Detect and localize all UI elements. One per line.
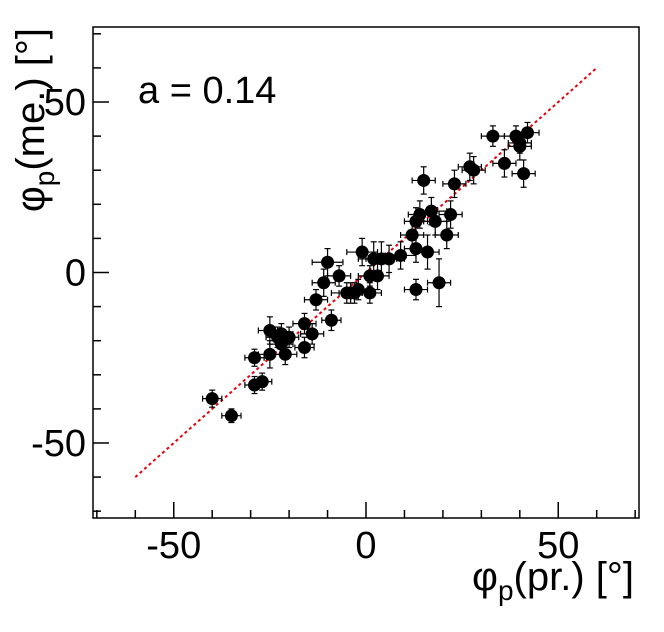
- point-marker: [417, 173, 431, 187]
- data-point: [426, 258, 452, 308]
- x-axis-title-symbol: φ: [472, 555, 498, 599]
- data-point: [438, 200, 463, 229]
- point-marker: [432, 276, 446, 290]
- point-marker: [309, 293, 323, 307]
- point-marker: [413, 208, 427, 222]
- point-marker: [447, 177, 461, 191]
- point-marker: [520, 126, 534, 140]
- data-point: [384, 241, 417, 270]
- point-marker: [282, 330, 296, 344]
- x-axis-title: φp(pr.) [°]: [472, 555, 634, 606]
- y-axis-title-rest: (me.) [°]: [9, 28, 53, 171]
- data-point: [321, 309, 342, 332]
- data-points: [201, 121, 540, 424]
- data-point: [515, 121, 540, 144]
- data-point: [511, 159, 536, 188]
- data-point: [221, 408, 242, 424]
- y-tick-label: 0: [65, 253, 86, 295]
- data-point: [480, 125, 506, 147]
- data-point: [415, 234, 440, 270]
- axis-ticks: [93, 33, 636, 518]
- y-tick-label: 50: [44, 82, 86, 124]
- x-tick-label: -50: [146, 525, 201, 567]
- point-marker: [278, 347, 292, 361]
- point-marker: [467, 163, 481, 177]
- data-point: [461, 155, 486, 185]
- point-marker: [317, 276, 331, 290]
- point-marker: [224, 409, 238, 423]
- point-marker: [321, 255, 335, 269]
- point-marker: [205, 392, 219, 406]
- point-marker: [440, 228, 454, 242]
- tick-labels: -50 0 50 -50 0 50: [31, 82, 579, 567]
- point-marker: [444, 208, 458, 222]
- point-marker: [332, 269, 346, 283]
- data-point: [273, 343, 298, 366]
- y-tick-label: -50: [31, 423, 86, 465]
- point-marker: [297, 341, 311, 355]
- data-point: [303, 288, 329, 311]
- point-marker: [363, 286, 377, 300]
- data-point: [434, 220, 459, 250]
- y-axis-title-symbol: φ: [9, 186, 53, 212]
- point-marker: [382, 252, 396, 266]
- point-marker: [513, 136, 527, 150]
- x-tick-label: 50: [537, 525, 579, 567]
- data-point: [300, 323, 325, 345]
- data-point: [251, 372, 273, 391]
- point-marker: [324, 313, 338, 327]
- data-point: [346, 278, 371, 301]
- point-marker: [247, 351, 261, 365]
- point-marker: [297, 317, 311, 331]
- point-marker: [517, 167, 531, 181]
- data-point: [311, 268, 336, 297]
- x-axis-title-rest: (pr.) [°]: [514, 555, 634, 599]
- point-marker: [394, 248, 408, 262]
- point-marker: [305, 327, 319, 341]
- annotation-text: a = 0.14: [138, 70, 276, 112]
- x-tick-label: 0: [355, 525, 376, 567]
- y-axis-title-subscript: p: [29, 171, 60, 187]
- data-point: [278, 326, 300, 349]
- y-axis-title: φp(me.) [°]: [9, 28, 60, 212]
- point-marker: [486, 129, 500, 143]
- data-point: [403, 278, 429, 301]
- data-point: [201, 389, 223, 408]
- point-marker: [263, 347, 277, 361]
- data-point: [244, 348, 265, 367]
- point-marker: [255, 375, 269, 389]
- point-marker: [428, 214, 442, 228]
- point-marker: [355, 245, 369, 259]
- point-marker: [497, 156, 511, 170]
- data-point: [326, 265, 352, 287]
- data-point: [492, 149, 517, 178]
- data-point: [442, 169, 467, 199]
- point-marker: [421, 245, 435, 259]
- data-point: [294, 336, 315, 359]
- x-axis-title-subscript: p: [498, 575, 514, 606]
- point-marker: [409, 283, 423, 297]
- data-point: [411, 166, 436, 195]
